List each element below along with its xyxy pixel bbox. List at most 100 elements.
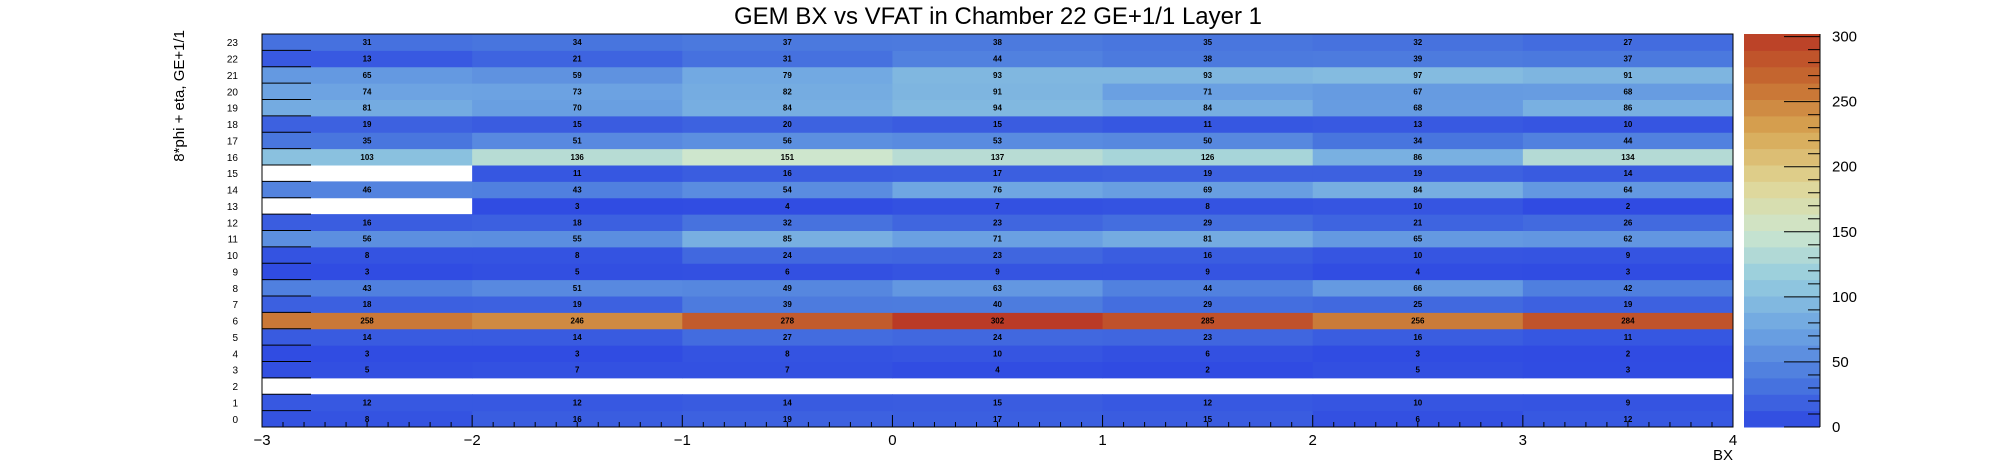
cell-value-label: 284 (1621, 317, 1635, 326)
palette-band (1744, 132, 1820, 150)
x-tick-label: 3 (1519, 432, 1527, 449)
heatmap-cell (1312, 230, 1524, 248)
cell-value-label: 7 (575, 366, 580, 375)
cell-value-label: 64 (1623, 186, 1632, 195)
cell-value-label: 9 (1626, 251, 1631, 260)
y-tick-label: 14 (227, 186, 239, 197)
cell-value-label: 44 (1203, 284, 1212, 293)
cell-value-label: 43 (573, 186, 582, 195)
cell-value-label: 93 (1203, 71, 1212, 80)
heatmap-cell (1312, 165, 1524, 182)
heatmap-cell (1102, 296, 1314, 313)
cell-value-label: 29 (1203, 218, 1212, 227)
cell-value-label: 94 (993, 104, 1002, 113)
cell-value-label: 4 (995, 366, 1000, 375)
y-tick-label: 7 (232, 300, 238, 311)
heatmap-cell (1522, 197, 1734, 215)
cell-value-label: 5 (365, 366, 370, 375)
cell-value-label: 56 (783, 136, 792, 145)
palette-band (1744, 246, 1820, 264)
heatmap-cell (1312, 83, 1524, 100)
cell-value-label: 84 (1203, 104, 1212, 113)
cell-value-label: 23 (993, 251, 1002, 260)
heatmap-cell (1102, 328, 1314, 346)
cell-value-label: 8 (785, 349, 790, 358)
heatmap-cell (1522, 410, 1734, 428)
heatmap-cell (472, 197, 683, 215)
cell-value-label: 84 (1413, 186, 1422, 195)
cell-value-label: 3 (575, 202, 580, 211)
cell-value-label: 126 (1201, 153, 1215, 162)
palette-band (1744, 230, 1820, 248)
cell-value-label: 35 (363, 136, 372, 145)
y-tick-label: 20 (227, 87, 239, 98)
heatmap-cell (262, 246, 473, 264)
x-axis: −3 −2 −1 0 1 2 3 4 (253, 415, 1737, 449)
cell-value-label: 35 (1203, 38, 1212, 47)
cell-value-label: 134 (1621, 153, 1635, 162)
heatmap-cell (1102, 312, 1314, 330)
heatmap-cell (682, 165, 893, 182)
heatmap-cell (1312, 214, 1524, 231)
cell-value-label: 68 (1413, 104, 1422, 113)
cell-value-label: 86 (1413, 153, 1422, 162)
heatmap-cell (472, 361, 683, 379)
palette-band (1744, 263, 1820, 281)
cell-value-label: 51 (573, 136, 582, 145)
heatmap-cell (892, 83, 1104, 100)
x-axis-title: BX (1713, 447, 1733, 464)
heatmap-cell (1102, 148, 1314, 166)
heatmap-cell (682, 410, 893, 428)
palette-band (1744, 197, 1820, 215)
cell-value-label: 15 (573, 120, 582, 129)
heatmap-cell (892, 394, 1104, 412)
cell-value-label: 3 (365, 349, 370, 358)
heatmap-cell (892, 345, 1104, 362)
heatmap-cell (262, 361, 473, 379)
heatmap-cell (262, 66, 473, 84)
cell-value-label: 56 (363, 235, 372, 244)
cell-value-label: 27 (1623, 38, 1632, 47)
heatmap-cells (262, 34, 1734, 428)
heatmap-cell (1522, 394, 1734, 412)
y-tick-label: 21 (227, 71, 239, 82)
heatmap-cell (892, 246, 1104, 264)
cell-value-label: 34 (573, 38, 582, 47)
heatmap-cell (682, 83, 893, 100)
y-tick-label: 9 (232, 267, 238, 278)
cell-value-label: 4 (785, 202, 790, 211)
heatmap-cell (1312, 181, 1524, 199)
cell-value-label: 16 (363, 218, 372, 227)
cell-value-label: 3 (365, 267, 370, 276)
heatmap-cell (1102, 279, 1314, 297)
heatmap-cell (682, 34, 893, 51)
y-tick-label: 22 (227, 55, 239, 66)
cell-value-label: 10 (993, 349, 1002, 358)
heatmap-cell (682, 66, 893, 84)
heatmap-cell (682, 328, 893, 346)
heatmap-cell (1312, 296, 1524, 313)
heatmap-cell (682, 99, 893, 117)
cell-value-label: 302 (991, 317, 1005, 326)
cell-value-label: 76 (993, 186, 1002, 195)
cell-value-label: 73 (573, 87, 582, 96)
cell-value-label: 21 (1413, 218, 1422, 227)
heatmap-cell (1522, 230, 1734, 248)
cell-value-label: 16 (573, 415, 582, 424)
heatmap-cell (892, 230, 1104, 248)
cell-value-label: 68 (1623, 87, 1632, 96)
heatmap-cell (262, 394, 473, 412)
cell-value-label: 4 (1416, 267, 1421, 276)
cell-value-label: 6 (785, 267, 790, 276)
heatmap-cell (892, 296, 1104, 313)
heatmap-cell (1312, 115, 1524, 133)
heatmap-cell (262, 345, 473, 362)
palette-band (1744, 165, 1820, 182)
cell-value-label: 31 (783, 55, 792, 64)
heatmap-cell (262, 132, 473, 150)
cell-value-label: 278 (781, 317, 795, 326)
cell-value-label: 38 (1203, 55, 1212, 64)
cell-value-label: 13 (1413, 120, 1422, 129)
cell-value-label: 84 (783, 104, 792, 113)
